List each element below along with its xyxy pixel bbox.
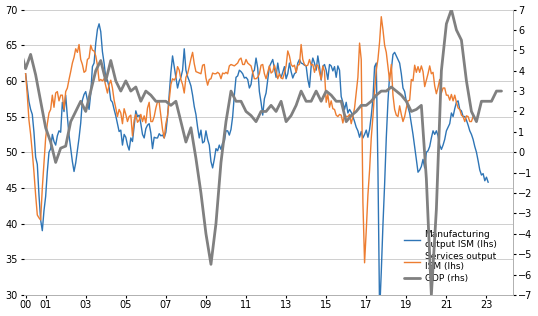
Legend: Manufacturing
output ISM (lhs), Services output
ISM (lhs), GDP (rhs): Manufacturing output ISM (lhs), Services…	[402, 228, 498, 285]
